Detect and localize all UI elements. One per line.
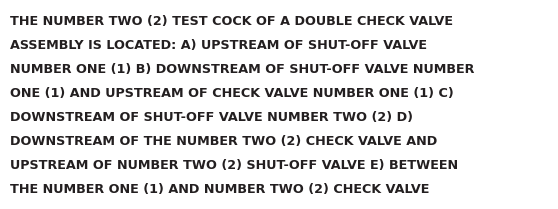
Text: DOWNSTREAM OF SHUT-OFF VALVE NUMBER TWO (2) D): DOWNSTREAM OF SHUT-OFF VALVE NUMBER TWO …: [10, 111, 413, 124]
Text: DOWNSTREAM OF THE NUMBER TWO (2) CHECK VALVE AND: DOWNSTREAM OF THE NUMBER TWO (2) CHECK V…: [10, 135, 437, 148]
Text: UPSTREAM OF NUMBER TWO (2) SHUT-OFF VALVE E) BETWEEN: UPSTREAM OF NUMBER TWO (2) SHUT-OFF VALV…: [10, 159, 458, 172]
Text: ONE (1) AND UPSTREAM OF CHECK VALVE NUMBER ONE (1) C): ONE (1) AND UPSTREAM OF CHECK VALVE NUMB…: [10, 87, 454, 100]
Text: THE NUMBER ONE (1) AND NUMBER TWO (2) CHECK VALVE: THE NUMBER ONE (1) AND NUMBER TWO (2) CH…: [10, 183, 430, 196]
Text: THE NUMBER TWO (2) TEST COCK OF A DOUBLE CHECK VALVE: THE NUMBER TWO (2) TEST COCK OF A DOUBLE…: [10, 15, 453, 28]
Text: ASSEMBLY IS LOCATED: A) UPSTREAM OF SHUT-OFF VALVE: ASSEMBLY IS LOCATED: A) UPSTREAM OF SHUT…: [10, 39, 427, 52]
Text: NUMBER ONE (1) B) DOWNSTREAM OF SHUT-OFF VALVE NUMBER: NUMBER ONE (1) B) DOWNSTREAM OF SHUT-OFF…: [10, 63, 474, 76]
